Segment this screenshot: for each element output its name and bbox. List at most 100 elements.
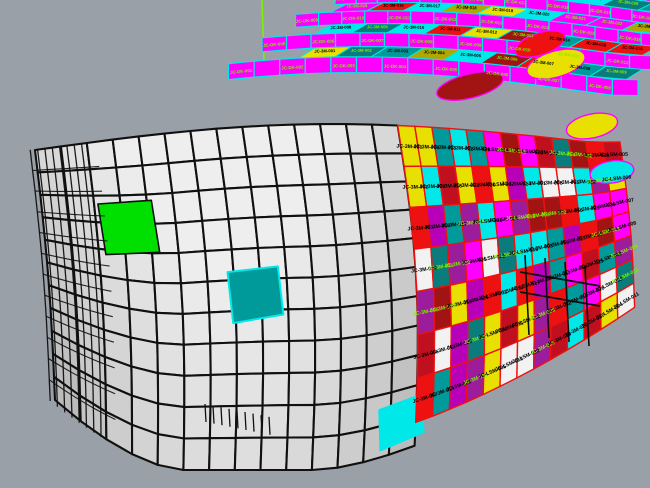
- hull-quad[interactable]: [339, 365, 368, 404]
- hull-quad[interactable]: [313, 369, 342, 406]
- hull-quad[interactable]: [85, 138, 118, 171]
- hull-quad[interactable]: [223, 186, 256, 221]
- deck-strip-segment[interactable]: [432, 33, 459, 51]
- deck-strip-segment[interactable]: [611, 78, 639, 97]
- hull-quad[interactable]: [314, 337, 343, 374]
- hull-quad[interactable]: [156, 433, 186, 472]
- hull-quad[interactable]: [353, 181, 386, 215]
- hull-quad[interactable]: [234, 404, 264, 439]
- selected-quad-cyan-keel[interactable]: [378, 393, 425, 452]
- deck-strip-segment[interactable]: [355, 55, 383, 74]
- hull-quad[interactable]: [182, 342, 212, 377]
- superstructure-face[interactable]: [637, 2, 650, 13]
- hull-quad[interactable]: [156, 341, 186, 377]
- hull-quad[interactable]: [287, 371, 317, 407]
- hull-quad[interactable]: [208, 436, 237, 472]
- hull-quad[interactable]: [363, 269, 393, 306]
- hull-quad[interactable]: [364, 299, 394, 337]
- hull-quad[interactable]: [360, 239, 392, 275]
- hull-quad[interactable]: [259, 436, 289, 472]
- hull-quad[interactable]: [302, 183, 334, 217]
- hull-quad[interactable]: [227, 216, 260, 251]
- deck-strip-segment[interactable]: [285, 33, 312, 51]
- stern-cap[interactable]: [434, 66, 506, 106]
- hull-quad[interactable]: [357, 210, 389, 245]
- hull-quad[interactable]: [285, 276, 316, 311]
- hull-quad[interactable]: [124, 250, 156, 284]
- upper-deck-strips[interactable]: [227, 0, 650, 97]
- hull-quad[interactable]: [167, 159, 200, 195]
- hull-quad[interactable]: [171, 189, 204, 224]
- hull-quad[interactable]: [339, 303, 368, 340]
- hull-quad[interactable]: [182, 405, 212, 440]
- stern-cap[interactable]: [564, 109, 620, 143]
- hull-quad[interactable]: [305, 213, 338, 248]
- stern-cap[interactable]: [512, 26, 568, 63]
- hull-quad[interactable]: [183, 373, 212, 409]
- deck-strip-segment[interactable]: [628, 54, 650, 71]
- hull-quad[interactable]: [336, 429, 366, 469]
- hull-quad[interactable]: [174, 219, 207, 255]
- hull-quad[interactable]: [339, 334, 368, 372]
- superstructure-face[interactable]: [589, 65, 643, 80]
- hull-quad[interactable]: [177, 250, 209, 285]
- hull-quad[interactable]: [261, 371, 291, 407]
- hull-quad[interactable]: [375, 152, 408, 184]
- deck-strip-segment[interactable]: [640, 32, 650, 47]
- hull-quad[interactable]: [286, 403, 316, 439]
- hull-quad[interactable]: [288, 339, 317, 374]
- hull-quad[interactable]: [115, 164, 148, 197]
- hull-quad[interactable]: [209, 373, 238, 408]
- hull-quad[interactable]: [261, 339, 291, 375]
- deck-strip-segment[interactable]: [383, 32, 410, 48]
- hull-quad[interactable]: [276, 184, 309, 218]
- hull-quad[interactable]: [386, 237, 417, 272]
- deck-strip-segment[interactable]: [318, 11, 343, 27]
- hull-quad[interactable]: [201, 217, 233, 253]
- stern-cap[interactable]: [589, 158, 636, 187]
- deck-strip-segment[interactable]: [304, 56, 332, 75]
- hull-quad[interactable]: [285, 436, 315, 472]
- hull-quad[interactable]: [311, 274, 342, 310]
- hull-quad[interactable]: [209, 341, 238, 376]
- deck-strip-segment[interactable]: [364, 10, 389, 25]
- hull-quad[interactable]: [313, 306, 343, 342]
- deck-strip-segment[interactable]: [253, 58, 281, 78]
- deck-strip-segment[interactable]: [456, 12, 481, 28]
- superstructure-face[interactable]: [605, 42, 650, 56]
- selected-quad-green[interactable]: [97, 199, 161, 256]
- hull-panel-blocks[interactable]: [397, 124, 636, 424]
- hull-quad[interactable]: [156, 402, 186, 440]
- hull-quad[interactable]: [383, 208, 415, 242]
- hull-quad[interactable]: [153, 281, 184, 315]
- hull-quad[interactable]: [197, 187, 230, 222]
- hull-quad[interactable]: [327, 182, 360, 216]
- hull-quad[interactable]: [335, 242, 366, 278]
- hull-quad[interactable]: [233, 436, 263, 472]
- hull-quad[interactable]: [141, 162, 174, 196]
- hull-quad[interactable]: [126, 279, 158, 314]
- deck-strip-segment[interactable]: [410, 10, 435, 26]
- hull-quad[interactable]: [151, 251, 183, 285]
- hull-quad[interactable]: [111, 135, 144, 169]
- hull-quad[interactable]: [137, 132, 170, 167]
- hull-quad[interactable]: [155, 311, 185, 346]
- hull-quad[interactable]: [337, 272, 368, 309]
- hull-quad[interactable]: [331, 212, 364, 247]
- hull-quad[interactable]: [283, 245, 314, 280]
- deck-strip-segment[interactable]: [334, 32, 361, 48]
- hull-quad[interactable]: [310, 434, 341, 472]
- hull-quad[interactable]: [260, 404, 290, 439]
- hull-quad[interactable]: [156, 372, 186, 409]
- hull-panel-quad[interactable]: [616, 282, 636, 320]
- hull-quad[interactable]: [309, 244, 340, 279]
- hull-quad[interactable]: [182, 437, 211, 472]
- stern-end-caps[interactable]: [434, 26, 635, 187]
- hull-quad[interactable]: [287, 307, 317, 343]
- superstructure-face[interactable]: [621, 21, 650, 34]
- hull-quad[interactable]: [235, 372, 265, 407]
- hull-quad[interactable]: [181, 311, 212, 346]
